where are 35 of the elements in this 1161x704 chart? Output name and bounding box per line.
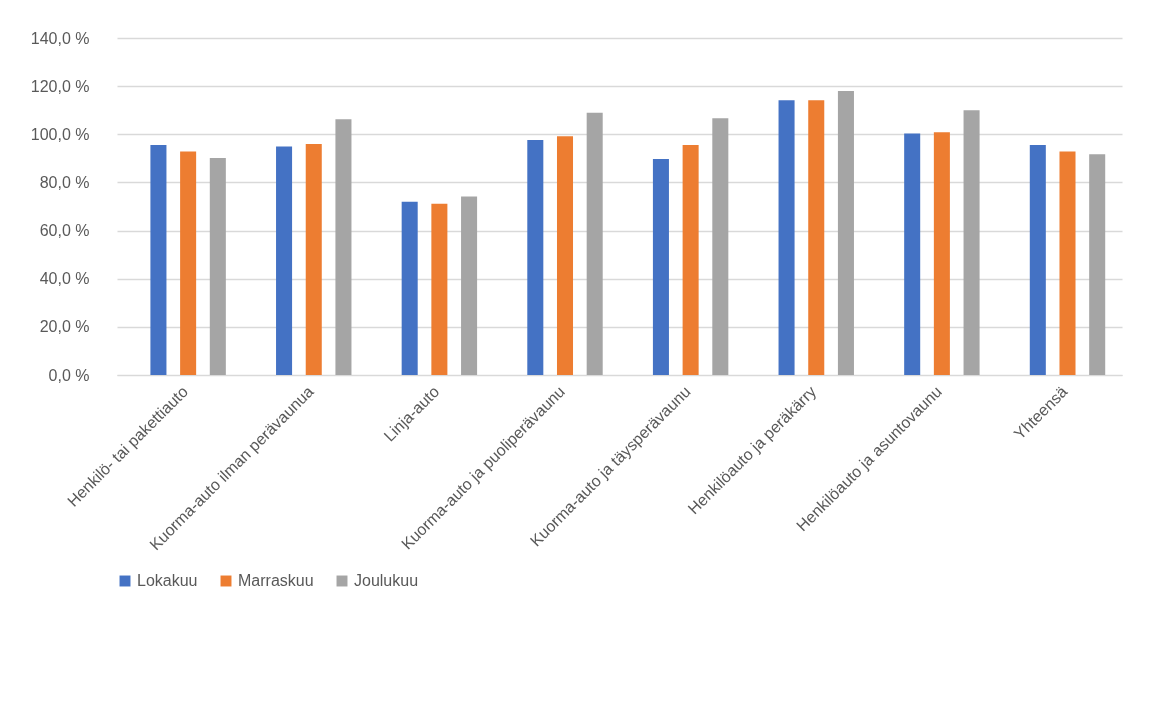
bar xyxy=(586,112,603,375)
bar xyxy=(682,145,699,375)
legend-label: Lokakuu xyxy=(137,572,198,589)
bar xyxy=(461,196,478,375)
bar xyxy=(837,90,854,375)
y-tick-label: 100,0 % xyxy=(30,125,90,143)
y-tick-label: 140,0 % xyxy=(30,29,90,47)
bar xyxy=(401,201,418,375)
bar xyxy=(209,158,226,375)
bar xyxy=(712,118,729,375)
legend-label: Marraskuu xyxy=(238,572,314,589)
y-tick-label: 60,0 % xyxy=(39,222,90,240)
bar xyxy=(276,146,293,375)
legend-label: Joulukuu xyxy=(354,572,419,589)
bar xyxy=(305,143,322,375)
bar xyxy=(527,140,544,375)
bar xyxy=(150,145,167,375)
bar xyxy=(1059,151,1076,375)
bar xyxy=(1029,145,1046,375)
y-tick-label: 20,0 % xyxy=(39,318,90,336)
y-tick-label: 0,0 % xyxy=(48,366,90,384)
bar xyxy=(808,100,825,375)
bar xyxy=(431,203,448,375)
bar xyxy=(904,133,921,375)
y-tick-label: 80,0 % xyxy=(39,173,90,191)
y-tick-label: 40,0 % xyxy=(39,270,90,288)
bar xyxy=(778,100,795,375)
bar xyxy=(335,119,352,375)
bar xyxy=(652,159,669,375)
y-tick-label: 120,0 % xyxy=(30,77,90,95)
bar xyxy=(963,110,980,375)
bar xyxy=(556,136,574,375)
bar xyxy=(180,151,197,375)
bar xyxy=(1089,154,1106,375)
bar xyxy=(933,132,950,375)
